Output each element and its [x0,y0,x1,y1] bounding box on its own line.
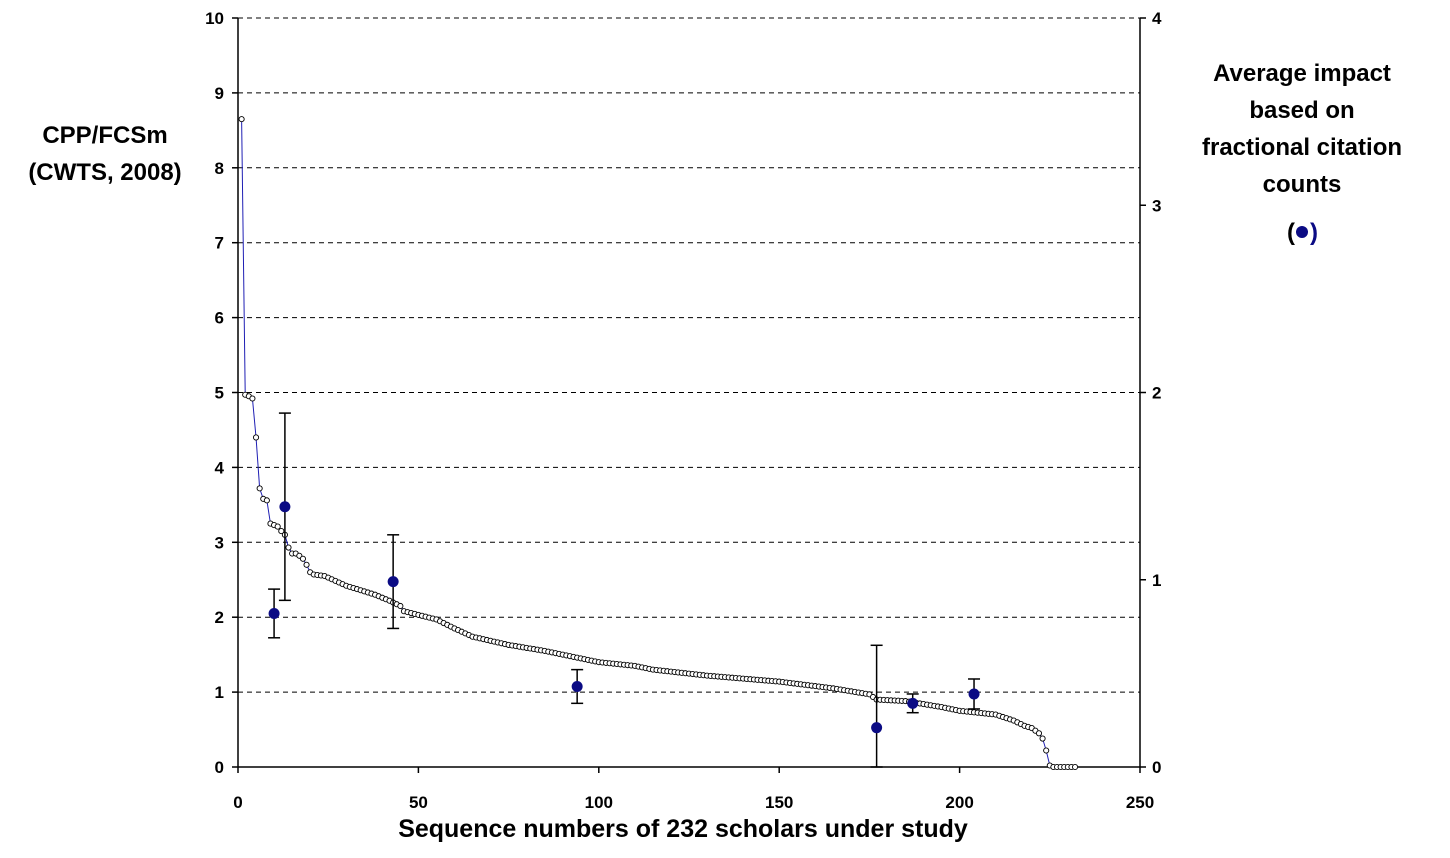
series-fractional-point [571,680,583,692]
series-cpp-point [285,544,292,551]
x-tick-label-150: 150 [765,793,793,812]
x-tick-label-200: 200 [945,793,973,812]
y-axis-right-title-line-1: Average impact [1213,60,1391,87]
y-axis-right-marker-open-paren: ( [1287,219,1295,246]
series-cpp-point [1035,730,1043,737]
series-fractional-point [268,607,280,619]
y-axis-left-title-line-2: (CWTS, 2008) [28,159,181,186]
y-left-tick-label-5: 5 [215,384,224,403]
series-fractional-point [387,576,399,588]
x-tick-label-100: 100 [585,793,613,812]
x-tick-label-0: 0 [233,793,242,812]
x-tick-label-250: 250 [1126,793,1154,812]
y-axis-right-marker-dot [1296,226,1308,238]
y-axis-right-title-line-4: counts [1263,171,1342,198]
y-left-tick-label-0: 0 [215,758,224,777]
series-fractional-points [268,412,981,768]
series-fractional-point [279,501,291,513]
y-right-tick-label-0: 0 [1152,758,1161,777]
series-cpp-point [252,434,260,441]
y-left-tick-label-3: 3 [215,533,224,552]
y-left-tick-label-9: 9 [215,84,224,103]
y-left-tick-label-2: 2 [215,608,224,627]
series-cpp-point [1043,747,1050,754]
y-right-tick-label-2: 2 [1152,384,1161,403]
series-cpp-point [238,116,245,123]
series-cpp-point [256,485,263,492]
series-cpp-point [299,555,306,562]
y-left-tick-label-6: 6 [215,309,224,328]
y-right-tick-label-4: 4 [1152,9,1162,28]
y-left-tick-label-1: 1 [215,683,224,702]
y-axis-left-title-line-1: CPP/FCSm [42,122,167,149]
y-right-tick-label-1: 1 [1152,571,1161,590]
y-axis-right-title-line-3: fractional citation [1202,134,1402,161]
series-cpp-point [278,528,285,535]
series-cpp-point [1072,763,1079,771]
y-left-tick-label-8: 8 [215,159,224,178]
axes [232,17,1146,773]
y-axis-right-title-line-2: based on [1249,97,1354,124]
x-axis-title: Sequence numbers of 232 scholars under s… [398,815,968,843]
y-left-tick-label-4: 4 [215,458,225,477]
series-cpp-point [303,561,310,568]
series-fractional-point [968,688,980,700]
series-fractional-point [871,722,883,734]
y-axis-right-marker-close-paren: ) [1310,219,1318,246]
series-cpp-point [249,395,256,402]
y-left-tick-label-10: 10 [205,9,224,28]
series-cpp-point [263,497,270,504]
series-cpp-point [397,602,404,610]
y-left-tick-label-7: 7 [215,234,224,253]
series-cpp-point [1039,735,1046,742]
series-fractional-point [907,697,919,709]
y-right-tick-label-3: 3 [1152,196,1161,215]
series-cpp-points [238,116,1079,771]
grid-lines [238,17,1140,693]
x-tick-label-50: 50 [409,793,428,812]
series-cpp-point [274,523,281,530]
